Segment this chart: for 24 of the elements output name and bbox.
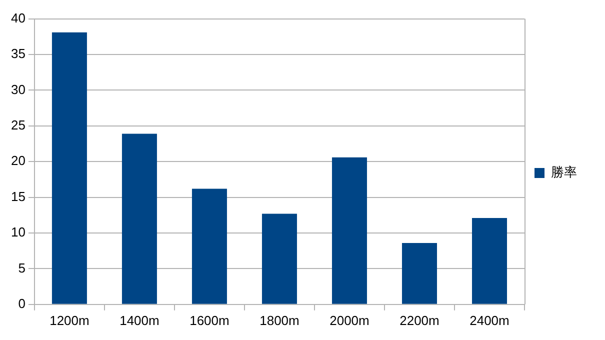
x-tick-label: 1600m [190, 312, 230, 328]
x-tick-label: 1800m [260, 312, 300, 328]
y-tick-label: 25 [10, 117, 26, 132]
bar [472, 218, 507, 304]
y-tick-label: 10 [10, 224, 26, 240]
x-tick-label: 2400m [470, 312, 510, 328]
y-tick-label: 35 [10, 46, 26, 62]
bar [332, 157, 367, 304]
y-tick-label: 5 [18, 260, 26, 276]
legend-label: 勝率 [551, 164, 577, 180]
x-tick-label: 1200m [50, 312, 90, 328]
y-tick-label: 40 [10, 10, 26, 26]
y-tick-label: 0 [18, 296, 26, 311]
bar [262, 214, 297, 304]
bar [192, 188, 227, 304]
y-tick-label: 30 [10, 82, 26, 97]
x-tick-label: 2200m [400, 312, 440, 328]
bar [122, 134, 157, 304]
x-tick-label: 1400m [120, 312, 160, 328]
bar [402, 242, 437, 304]
bar [52, 32, 87, 304]
x-tick-label: 2000m [330, 312, 370, 328]
y-tick-label: 15 [10, 188, 26, 204]
y-tick-label: 20 [10, 153, 26, 168]
